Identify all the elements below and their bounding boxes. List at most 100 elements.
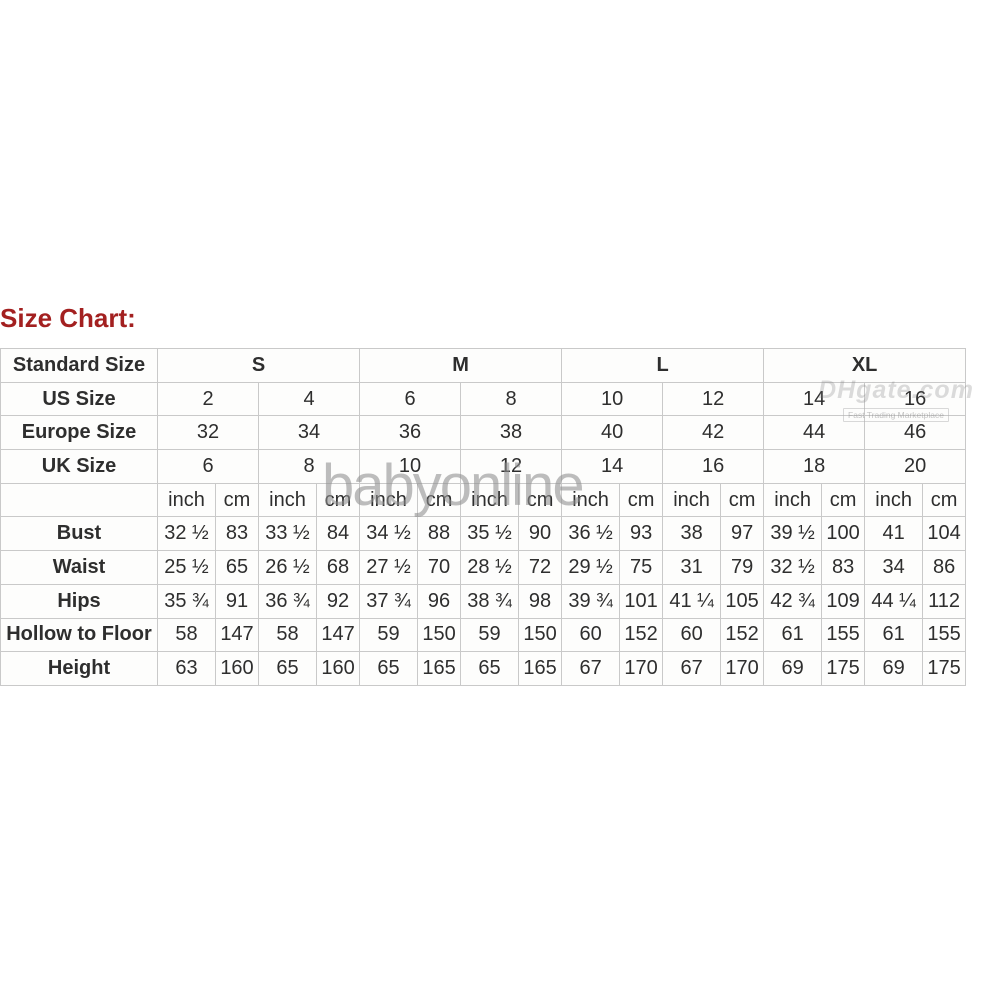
size-cell: 16 [662,449,765,484]
measure-cell: 67 [561,651,621,686]
size-cell: 6 [359,381,462,417]
measure-cell: 58 [157,617,216,653]
measure-cell: 170 [619,651,664,686]
measure-cell: 33 ½ [258,516,317,552]
size-cell: 6 [157,449,259,484]
size-cell: 12 [460,449,563,484]
measure-cell: 88 [417,516,462,552]
size-cell: 32 [157,415,259,451]
measure-cell: 155 [821,617,866,653]
size-cell: 10 [561,381,664,417]
row-label-cell: Hollow to Floor [0,617,158,653]
header-group-cell: XL [763,348,967,383]
measure-cell: 155 [922,617,967,653]
unit-cell: inch [258,482,317,518]
size-cell: 8 [460,381,563,417]
size-cell: 10 [359,449,462,484]
measure-cell: 170 [720,651,765,686]
measure-cell: 150 [518,617,563,653]
measure-cell: 65 [460,651,520,686]
size-cell: 34 [257,415,361,451]
measure-cell: 109 [821,583,866,619]
measure-cell: 58 [258,617,317,653]
measure-cell: 35 ¾ [157,583,216,619]
measure-cell: 29 ½ [561,550,621,585]
unit-cell: cm [518,482,563,518]
measure-cell: 41 [864,516,924,552]
measure-cell: 97 [720,516,765,552]
measure-cell: 36 ½ [561,516,621,552]
measure-cell: 165 [417,651,462,686]
size-cell: 12 [662,381,765,417]
size-cell: 4 [257,381,361,417]
unit-cell: inch [662,482,722,518]
size-cell: 14 [763,381,866,417]
measure-cell: 28 ½ [460,550,520,585]
measure-cell: 112 [922,583,967,619]
unit-cell: cm [315,482,361,518]
measure-cell: 65 [215,550,259,585]
measure-cell: 69 [864,651,924,686]
measure-cell: 26 ½ [258,550,317,585]
measure-cell: 175 [821,651,866,686]
measure-cell: 60 [561,617,621,653]
measure-cell: 42 ¾ [763,583,823,619]
row-label-cell: US Size [0,381,158,417]
size-table: Standard Size S M L XL US Size 2 4 6 8 10 12 14 16 Eur… [0,348,967,686]
measure-cell: 63 [157,651,216,686]
size-cell: 44 [763,415,866,451]
size-cell: 40 [561,415,664,451]
measure-cell: 75 [619,550,664,585]
measure-cell: 100 [821,516,866,552]
size-cell: 20 [864,449,967,484]
row-label-cell: Standard Size [0,348,158,383]
unit-cell: inch [763,482,823,518]
measure-cell: 61 [763,617,823,653]
measure-cell: 165 [518,651,563,686]
row-label-cell: Bust [0,516,158,552]
row-label-cell: Hips [0,583,158,619]
measure-cell: 91 [215,583,259,619]
measure-cell: 69 [763,651,823,686]
measure-cell: 39 ½ [763,516,823,552]
size-cell: 8 [257,449,361,484]
measure-cell: 72 [518,550,563,585]
measure-cell: 152 [619,617,664,653]
header-group-cell: L [561,348,765,383]
measure-cell: 175 [922,651,967,686]
measure-cell: 83 [821,550,866,585]
measure-cell: 32 ½ [157,516,216,552]
measure-cell: 105 [720,583,765,619]
measure-cell: 59 [359,617,419,653]
size-table-body: Standard Size S M L XL US Size 2 4 6 8 10 12 14 16 Eur… [0,348,967,686]
measure-cell: 150 [417,617,462,653]
size-cell: 46 [864,415,967,451]
unit-cell: cm [619,482,664,518]
measure-cell: 44 ¼ [864,583,924,619]
measure-cell: 68 [315,550,361,585]
unit-cell: cm [215,482,259,518]
row-label-cell [0,482,158,518]
size-cell: 42 [662,415,765,451]
measure-cell: 32 ½ [763,550,823,585]
measure-cell: 61 [864,617,924,653]
measure-cell: 83 [215,516,259,552]
unit-cell: inch [561,482,621,518]
measure-cell: 101 [619,583,664,619]
measure-cell: 37 ¾ [359,583,419,619]
unit-cell: inch [157,482,216,518]
measure-cell: 38 [662,516,722,552]
unit-cell: inch [460,482,520,518]
measure-cell: 96 [417,583,462,619]
row-label-cell: UK Size [0,449,158,484]
measure-cell: 160 [315,651,361,686]
measure-cell: 38 ¾ [460,583,520,619]
measure-cell: 79 [720,550,765,585]
size-cell: 36 [359,415,462,451]
unit-cell: cm [821,482,866,518]
row-label-cell: Europe Size [0,415,158,451]
measure-cell: 35 ½ [460,516,520,552]
measure-cell: 90 [518,516,563,552]
measure-cell: 60 [662,617,722,653]
